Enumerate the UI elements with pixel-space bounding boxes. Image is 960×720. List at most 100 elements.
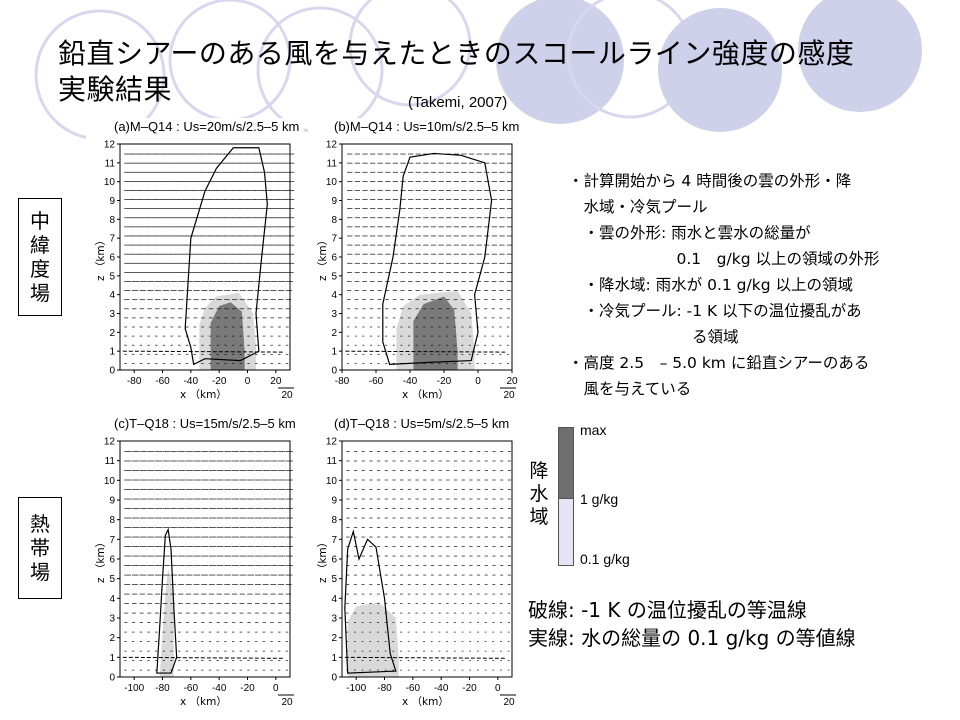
y-axis-label: z （km）: [317, 537, 329, 583]
y-tick-label: 4: [109, 290, 115, 301]
y-tick-label: 11: [327, 158, 338, 169]
y-axis-label: z （km）: [95, 537, 107, 583]
y-tick-label: 10: [104, 177, 116, 188]
x-tick-label: -20: [212, 376, 227, 387]
x-tick-label: -100: [346, 683, 366, 694]
x-tick-label: -80: [127, 376, 142, 387]
x-tick-label: -100: [124, 683, 144, 694]
x-tick-label: 20: [270, 376, 282, 387]
decorative-circles: [34, 0, 922, 140]
legend-light-swatch: [558, 498, 574, 566]
vector-scale-label: 20: [281, 697, 293, 708]
panel-title: (a)M–Q14 : Us=20m/s/2.5–5 km: [114, 119, 300, 134]
legend-max-label: max: [580, 422, 607, 438]
y-tick-label: 5: [109, 574, 115, 585]
notes-list: ・計算開始から 4 時間後の雲の外形・降 水域・冷気プール ・雲の外形: 雨水と…: [568, 168, 953, 402]
x-tick-label: 20: [506, 376, 518, 387]
y-axis-label: z （km）: [95, 235, 107, 281]
panel-d: 0 1 2 3 4 5 6 7 8 9 10 11 12 -100 -80 -60 -40 -20 0 x （km） z…: [308, 415, 526, 710]
x-tick-label: -60: [406, 683, 421, 694]
precip-light-area: [159, 568, 174, 677]
y-tick-label: 8: [109, 515, 115, 526]
y-tick-label: 8: [331, 215, 337, 226]
y-tick-label: 7: [331, 535, 337, 546]
y-tick-label: 3: [331, 309, 337, 320]
x-tick-label: -40: [434, 683, 449, 694]
solid-line-description: 実線: 水の総量の 0.1 g/kg の等値線: [528, 626, 856, 650]
vector-scale-label: 20: [281, 390, 293, 401]
cold-pool-dashed-contour: [345, 350, 506, 353]
x-tick-label: 0: [273, 683, 279, 694]
cloud-outline-contour: [184, 147, 268, 366]
x-axis-label: x （km）: [180, 696, 227, 708]
x-tick-label: -20: [240, 683, 255, 694]
y-tick-label: 9: [331, 496, 337, 507]
label-char: 緯: [30, 233, 50, 257]
y-tick-label: 11: [327, 456, 338, 467]
note-line: 風を与えている: [568, 380, 692, 398]
y-tick-label: 10: [326, 476, 338, 487]
y-tick-label: 3: [109, 614, 115, 625]
title-line-2: 実験結果: [58, 73, 173, 106]
y-tick-label: 5: [331, 574, 337, 585]
reference-citation: (Takemi, 2007): [408, 94, 508, 111]
vector-scale-label: 20: [503, 697, 515, 708]
note-line: 0.1 g/kg 以上の領域の外形: [568, 250, 880, 268]
y-tick-label: 9: [109, 196, 115, 207]
x-tick-label: 0: [475, 376, 481, 387]
y-tick-label: 2: [109, 328, 115, 339]
y-tick-label: 10: [104, 476, 116, 487]
cold-pool-dashed-contour: [122, 350, 285, 353]
y-tick-label: 12: [326, 437, 338, 448]
wind-vector-field: [347, 153, 513, 364]
y-tick-label: 2: [331, 633, 337, 644]
x-tick-label: -80: [377, 683, 392, 694]
legend-dark-swatch: [558, 427, 574, 499]
contour-line-legend: 破線: -1 K の温位擾乱の等温線 実線: 水の総量の 0.1 g/kg の等…: [528, 596, 856, 652]
legend-title: 降 水 域: [528, 460, 550, 529]
vector-scale-label: 20: [503, 390, 515, 401]
label-char: 度: [30, 257, 50, 281]
note-line: る領域: [568, 328, 739, 346]
y-tick-label: 9: [331, 196, 337, 207]
legend-title-char: 域: [529, 506, 549, 528]
y-tick-label: 0: [331, 366, 337, 377]
panel-title: (b)M–Q14 : Us=10m/s/2.5–5 km: [334, 119, 520, 134]
x-tick-label: -80: [155, 683, 170, 694]
precipitation-legend: 降 水 域 max 1 g/kg 0.1 g/kg: [528, 422, 688, 575]
y-tick-label: 2: [331, 328, 337, 339]
label-char: 中: [30, 209, 50, 233]
panel-a: 0 1 2 3 4 5 6 7 8 9 10 11 12 -80 -60 -40 -20 0 20 x （km） z （…: [86, 118, 304, 403]
y-tick-label: 1: [109, 653, 115, 664]
legend-min-label: 0.1 g/kg: [580, 551, 630, 567]
label-char: 場: [30, 560, 50, 584]
legend-title-char: 降: [529, 460, 549, 482]
note-line: ・冷気プール: -1 K 以下の温位擾乱があ: [568, 302, 862, 320]
legend-title-char: 水: [529, 483, 549, 505]
x-axis-label: x （km）: [180, 389, 227, 401]
y-tick-label: 4: [109, 594, 115, 605]
label-char: 場: [30, 281, 50, 305]
label-char: 熱: [30, 512, 50, 536]
wind-vector-field: [124, 451, 293, 671]
y-tick-label: 0: [109, 366, 115, 377]
y-tick-label: 3: [331, 614, 337, 625]
wind-vector-field: [346, 451, 511, 671]
cloud-outline-contour: [382, 152, 493, 365]
panel-title: (c)T–Q18 : Us=15m/s/2.5–5 km: [114, 416, 296, 431]
y-tick-label: 1: [331, 653, 337, 664]
y-tick-label: 5: [331, 271, 337, 282]
note-line: ・雲の外形: 雨水と雲水の総量が: [568, 224, 811, 242]
cold-pool-dashed-contour: [122, 656, 285, 659]
deco-circle: [496, 0, 624, 124]
y-tick-label: 12: [104, 437, 116, 448]
x-tick-label: -60: [369, 376, 384, 387]
tropical-label: 熱 帯 場: [18, 497, 62, 599]
y-tick-label: 6: [331, 253, 337, 264]
y-tick-label: 4: [331, 594, 337, 605]
x-tick-label: 0: [495, 683, 501, 694]
label-char: 帯: [30, 536, 50, 560]
x-tick-label: -40: [212, 683, 227, 694]
